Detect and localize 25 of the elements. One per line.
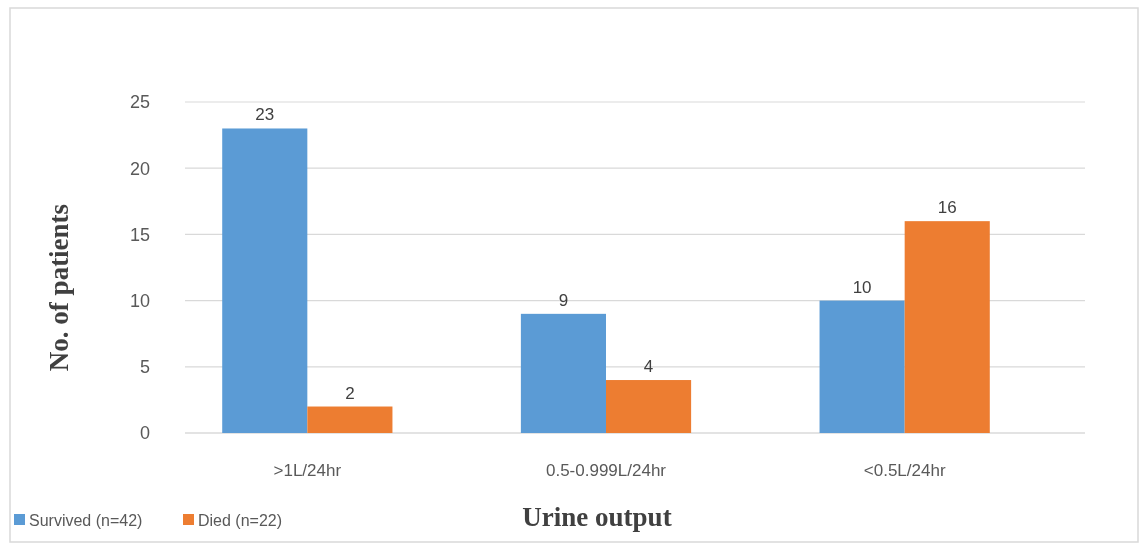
x-axis-title: Urine output bbox=[522, 502, 672, 532]
legend-label: Died (n=22) bbox=[198, 511, 283, 529]
legend-label: Survived (n=42) bbox=[29, 511, 143, 529]
bar bbox=[222, 128, 308, 433]
x-tick-label: >1L/24hr bbox=[273, 460, 342, 480]
data-label: 9 bbox=[558, 290, 569, 310]
data-label: 10 bbox=[852, 277, 872, 297]
data-label: 2 bbox=[345, 383, 355, 403]
data-label: 4 bbox=[643, 357, 654, 377]
y-tick-label: 15 bbox=[129, 224, 150, 245]
y-tick-label: 5 bbox=[139, 357, 150, 378]
y-axis-title: No. of patients bbox=[44, 203, 74, 372]
x-tick-label: <0.5L/24hr bbox=[863, 460, 946, 480]
x-tick-label: 0.5-0.999L/24hr bbox=[545, 460, 667, 480]
y-tick-label: 10 bbox=[129, 290, 150, 311]
bar bbox=[520, 313, 606, 433]
bar bbox=[307, 406, 393, 433]
y-tick-label: 25 bbox=[129, 92, 150, 113]
bar bbox=[819, 300, 905, 433]
data-label: 23 bbox=[255, 105, 275, 125]
data-label: 16 bbox=[937, 198, 957, 218]
bar bbox=[904, 221, 990, 433]
y-tick-label: 0 bbox=[139, 423, 150, 444]
bar bbox=[606, 380, 692, 433]
y-tick-label: 20 bbox=[129, 158, 150, 179]
